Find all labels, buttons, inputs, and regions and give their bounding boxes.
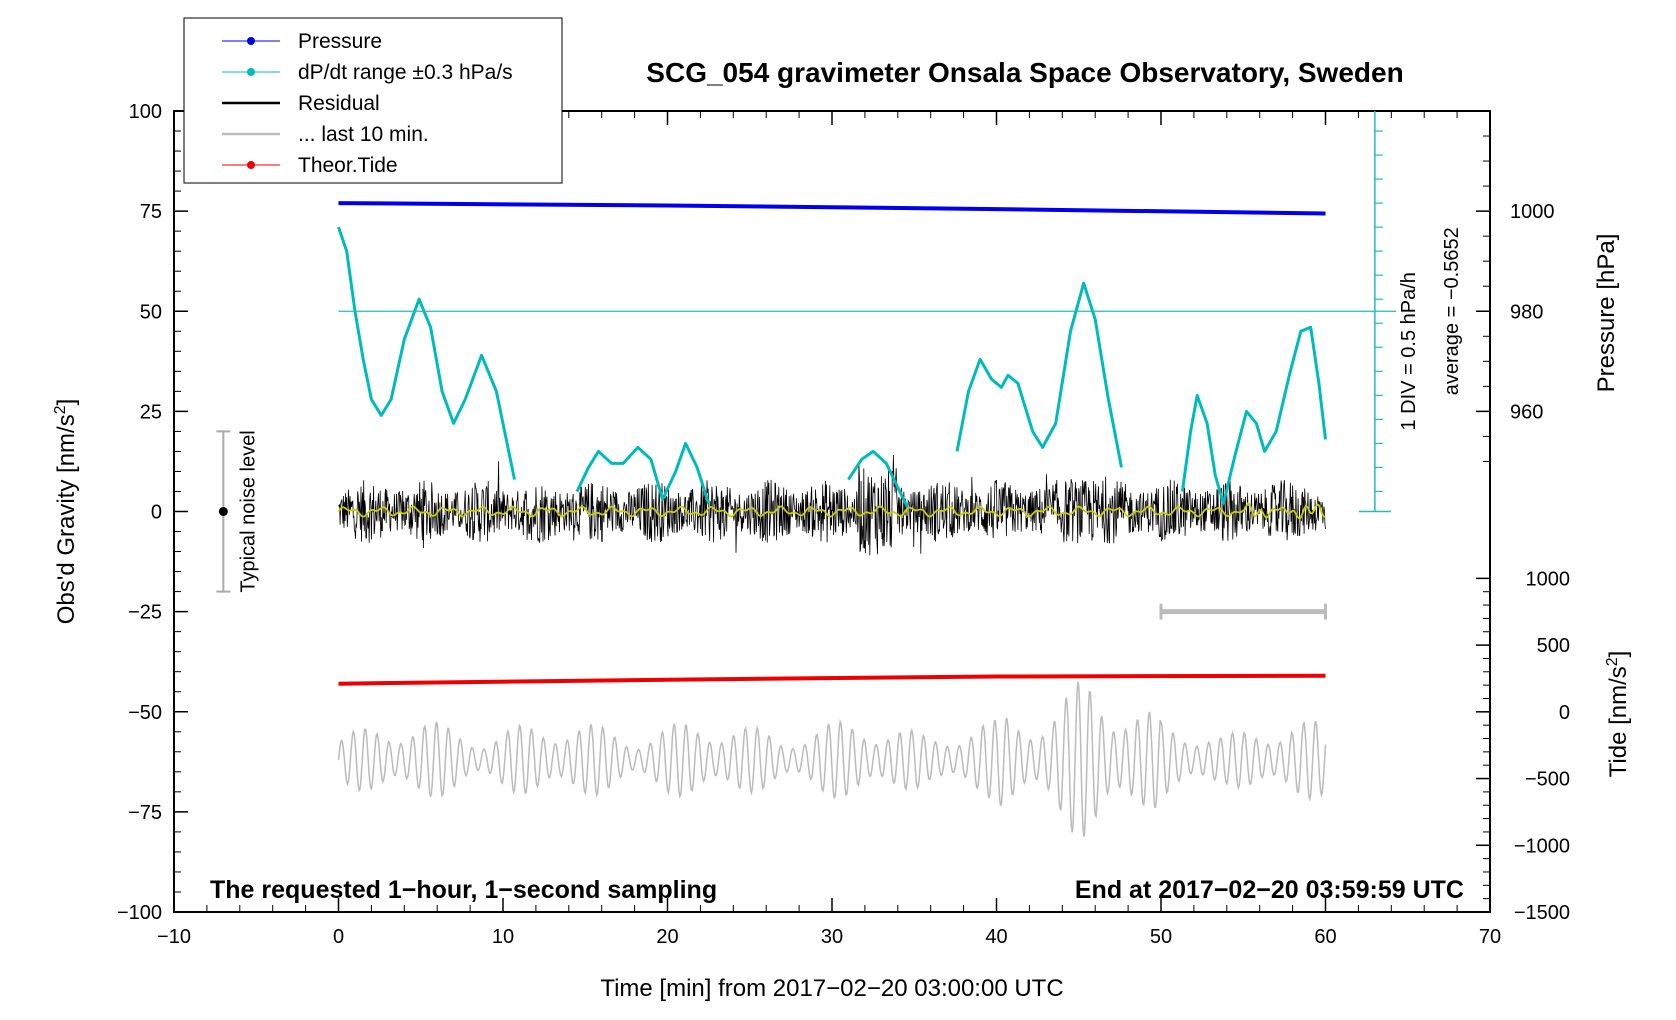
tide-tick-label: −1500 — [1514, 902, 1570, 924]
legend-swatch-marker — [247, 161, 255, 169]
legend-label: Theor.Tide — [298, 154, 398, 177]
x-tick-label: −10 — [157, 926, 191, 948]
residual-line — [338, 454, 1326, 556]
noise-center-dot — [218, 507, 228, 516]
tide-tick-label: 0 — [1559, 702, 1570, 724]
y-tick-label: −25 — [128, 602, 162, 624]
y-tick-label: 75 — [140, 201, 162, 223]
legend-swatch-marker — [247, 37, 255, 45]
y-axis-label-gravity-sup: 2 — [52, 405, 69, 414]
x-tick-label: 70 — [1479, 926, 1501, 948]
x-tick-label: 20 — [656, 926, 678, 948]
x-tick-label: 50 — [1150, 926, 1172, 948]
series-dp-dt-4 — [847, 449, 910, 509]
x-tick-label: 60 — [1314, 926, 1336, 948]
footer-end-time: End at 2017−02−20 03:59:59 UTC — [1075, 876, 1464, 904]
y-axis-label-tide-end: ] — [1605, 651, 1632, 658]
legend-entries: Pressure dP/dt range ±0.3 hPa/s Residual..… — [222, 30, 513, 177]
series-dp-dt-3 — [575, 441, 711, 504]
x-tick-label: 40 — [985, 926, 1007, 948]
x-tick-label: 0 — [333, 926, 344, 948]
tide-tick-label: −500 — [1525, 769, 1570, 791]
residual-smoothed-line — [337, 501, 1326, 520]
y-tick-label: −100 — [117, 902, 162, 924]
legend: Pressure dP/dt range ±0.3 hPa/s Residual..… — [183, 17, 563, 184]
y-tick-label: 50 — [140, 301, 162, 323]
chart-title: SCG_054 gravimeter Onsala Space Observat… — [646, 57, 1403, 88]
y-tick-label: 0 — [151, 502, 162, 524]
tick-labels: −10 0 10 20 30 40 50 60 701007550250−25−50−75−10… — [117, 101, 1570, 948]
tide-tick-label: −1000 — [1514, 835, 1570, 857]
y-axis-label-gravity: Obs'd Gravity [nm/s2] — [52, 399, 80, 625]
series-dp-dt-6 — [1180, 325, 1327, 505]
footer-sampling-note: The requested 1−hour, 1−second sampling — [210, 876, 717, 904]
series-dp-dt-5 — [955, 281, 1123, 468]
x-tick-label: 30 — [821, 926, 843, 948]
noise-level-label: Typical noise level — [237, 430, 259, 592]
series-theor-tide-1 — [338, 673, 1326, 686]
tide-tick-label: 1000 — [1526, 568, 1571, 590]
y-axis-label-pressure: Pressure [hPa] — [1593, 234, 1620, 393]
pressure-tick-label: 1000 — [1510, 201, 1555, 223]
y-tick-label: −75 — [128, 802, 162, 824]
series-dp-dt-2 — [337, 226, 516, 480]
legend-label: ... last 10 min. — [298, 123, 429, 146]
series-pressure-0 — [338, 201, 1326, 216]
tide-tick-label: 500 — [1537, 635, 1570, 657]
legend-label: Residual — [298, 92, 380, 115]
y-axis-label-gravity-main: Obs'd Gravity [nm/s — [53, 414, 80, 624]
y-tick-label: −50 — [128, 702, 162, 724]
annotations — [216, 111, 1397, 620]
y-tick-label: 100 — [129, 101, 162, 123]
legend-box — [183, 17, 563, 184]
series-layer — [337, 201, 1327, 837]
y-axis-label-tide-main: Tide [nm/s — [1605, 666, 1632, 777]
x-axis-label: Time [min] from 2017−02−20 03:00:00 UTC — [600, 975, 1063, 1002]
legend-swatch-marker — [247, 68, 255, 76]
y-tick-label: 25 — [140, 401, 162, 423]
dpdt-div-label: 1 DIV = 0.5 hPa/h — [1398, 272, 1420, 430]
dpdt-average-label: average = −0.5652 — [1441, 227, 1463, 395]
pressure-tick-label: 960 — [1510, 401, 1543, 423]
pressure-tick-label: 980 — [1510, 301, 1543, 323]
y-axis-label-tide-sup: 2 — [1604, 657, 1621, 666]
last-10-min-line — [337, 681, 1327, 837]
legend-label: Pressure — [298, 30, 382, 53]
y-axis-label-gravity-end: ] — [53, 399, 80, 406]
x-tick-label: 10 — [492, 926, 514, 948]
y-axis-label-tide: Tide [nm/s2] — [1604, 651, 1632, 778]
legend-label: dP/dt range ±0.3 hPa/s — [298, 61, 513, 84]
